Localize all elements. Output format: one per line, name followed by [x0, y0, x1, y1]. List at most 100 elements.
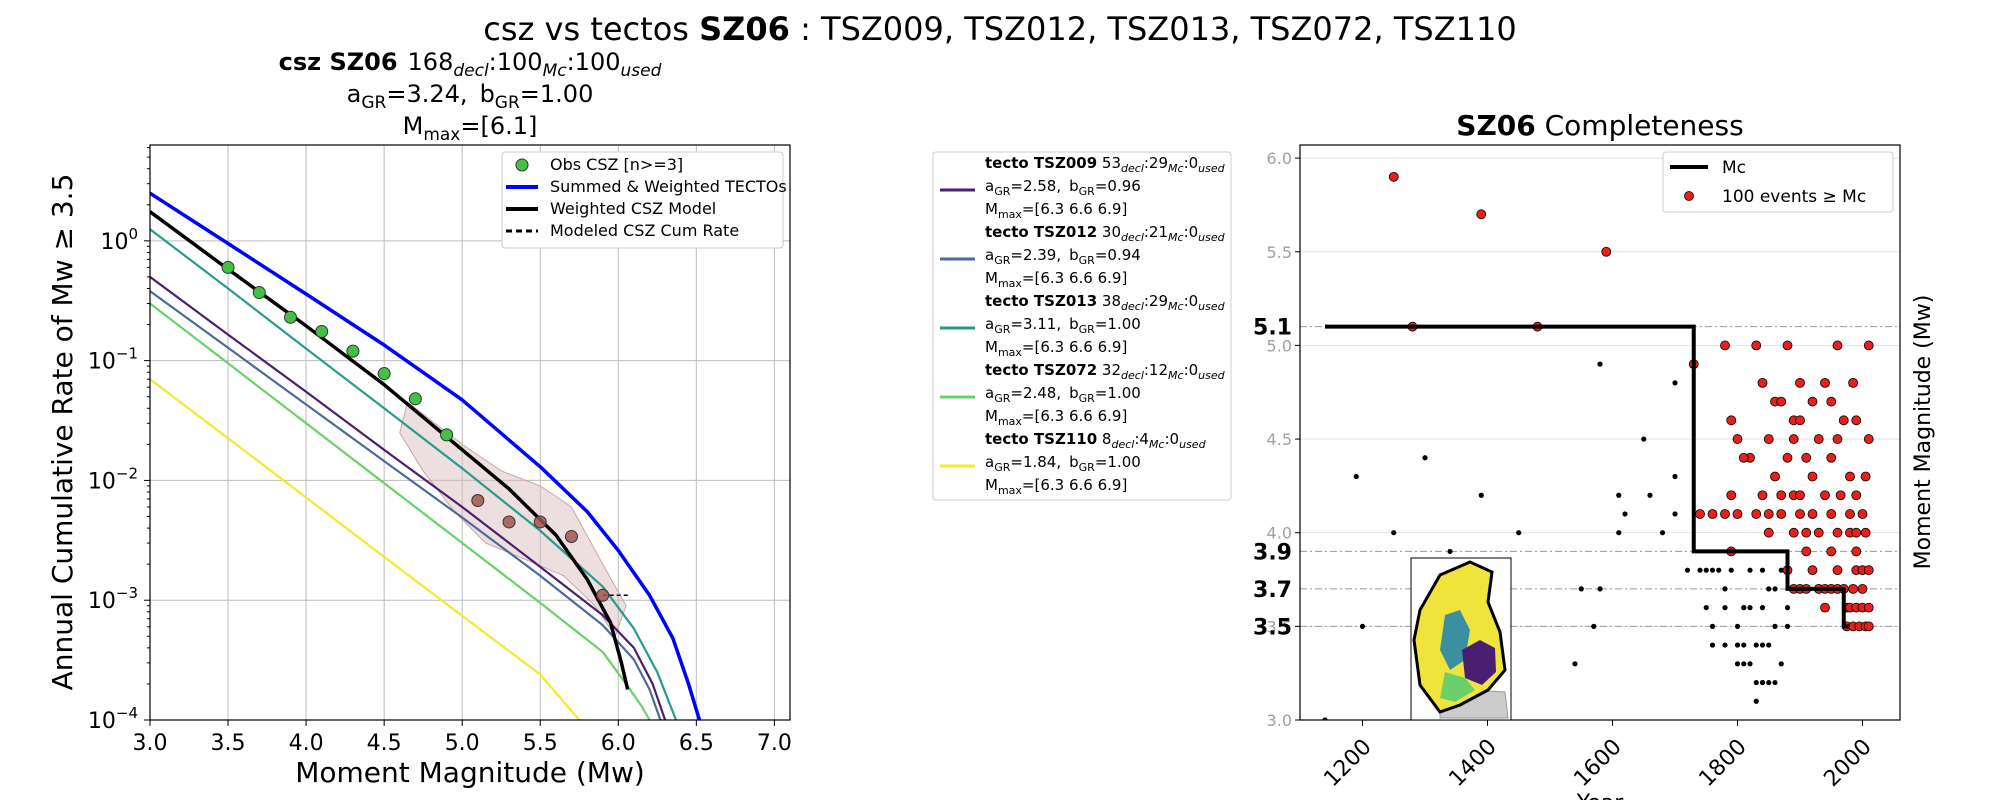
tecto-gr-part-0: a: [985, 246, 994, 264]
right-event-black-58: [1766, 586, 1772, 592]
tecto-header-part-2: decl: [1111, 438, 1134, 451]
tecto-gr-part-0: a: [985, 177, 994, 195]
bgr-value: =1.00: [520, 80, 594, 108]
tecto-gr-part-1: GR: [994, 461, 1011, 474]
right-event-black-59: [1747, 567, 1753, 573]
right-event-red-27: [1801, 452, 1812, 463]
tecto-gr-part-1: GR: [994, 254, 1011, 267]
suptitle-pre: csz vs tectos: [483, 10, 699, 48]
right-event-black-19: [1672, 511, 1678, 517]
tecto-gr-part-1: GR: [994, 392, 1011, 405]
right-event-red-25: [1763, 434, 1774, 444]
right-event-black-56: [1778, 567, 1784, 573]
right-event-red-58: [1857, 509, 1868, 519]
tecto-header-part-0: tecto TSZ009: [985, 154, 1097, 172]
right-event-black-43: [1753, 679, 1759, 686]
left-title-mid1: :100: [489, 48, 543, 76]
right-event-black-57: [1759, 567, 1766, 573]
right-xtick-label-2: 1600: [1569, 735, 1626, 792]
right-event-red-36: [1826, 452, 1837, 463]
tecto-gr-part-3: b: [1069, 315, 1079, 333]
right-event-black-32: [1734, 623, 1741, 629]
left-obs-point-4: [346, 344, 360, 358]
tecto-mmax-part-0: M: [985, 407, 998, 425]
tecto-gr-part-4: GR: [1079, 185, 1096, 198]
right-event-red-33: [1770, 471, 1780, 482]
left-series-tsz013: [150, 228, 678, 720]
right-event-black-25: [1709, 567, 1716, 573]
tecto-header-part-4: Mc: [1149, 438, 1165, 451]
right-event-red-47: [1695, 509, 1705, 519]
right-event-red-45: [1835, 490, 1846, 501]
tecto-gr-part-0: a: [985, 453, 994, 471]
right-event-red-86: [1857, 583, 1868, 594]
right-event-black-11: [1597, 586, 1603, 592]
left-obs-point-6: [408, 392, 422, 406]
left-series-csz_model: [150, 210, 630, 690]
tecto-gr-part-5: =1.00: [1095, 384, 1141, 402]
tecto-mmax-part-1: max: [998, 277, 1022, 290]
legend-red-label: 100 events ≥ Mc: [1722, 187, 1866, 207]
right-event-red-53: [1776, 509, 1787, 519]
tecto-header-part-3: :29: [1144, 292, 1168, 310]
tecto-gr-part-4: GR: [1079, 254, 1096, 267]
right-event-red-55: [1807, 509, 1818, 519]
left-ytick-exp-1: −1: [116, 345, 138, 363]
inset-region-teal: [1440, 610, 1470, 670]
right-event-red-54: [1795, 509, 1805, 519]
left-ytick-base-1: 10: [88, 350, 116, 375]
right-event-black-13: [1616, 492, 1622, 498]
right-event-red-2: [1601, 246, 1612, 257]
right-event-black-1: [1353, 473, 1359, 480]
tecto-mmax-part-1: max: [998, 346, 1022, 359]
right-event-black-7: [1516, 530, 1522, 536]
right-event-red-85: [1848, 583, 1859, 594]
right-event-red-48: [1707, 509, 1718, 519]
right-event-black-50: [1778, 661, 1784, 667]
tecto-gr-part-0: a: [985, 384, 994, 402]
left-ylabel: Annual Cumulative Rate of Mw ≥ 3.5: [46, 174, 79, 691]
left-panel: csz SZ06 168decl:100Mc:100used aGR=3.24, b…: [46, 48, 792, 789]
right-event-red-70: [1851, 546, 1862, 557]
tecto-gr-tsz009: aGR=2.58, bGR=0.96: [985, 177, 1141, 198]
left-xtick-label-0: 3.0: [133, 731, 168, 756]
tecto-header-part-4: Mc: [1168, 231, 1184, 244]
left-obs-point-12: [596, 588, 610, 602]
right-event-black-30: [1709, 623, 1716, 629]
tecto-gr-part-2: =3.11,: [1010, 315, 1061, 333]
left-xtick-label-6: 6.0: [601, 731, 636, 756]
mmax-sub: max: [423, 125, 460, 145]
right-event-black-16: [1641, 436, 1647, 442]
left-ytick-exp-2: −2: [116, 464, 138, 482]
right-event-black-51: [1747, 605, 1753, 611]
right-ytick-label-6: 6.0: [1267, 149, 1292, 168]
tecto-header-part-6: used: [1198, 162, 1225, 175]
bgr-sub: GR: [495, 93, 520, 113]
tecto-gr-tsz013: aGR=3.11, bGR=1.00: [985, 315, 1141, 336]
right-event-black-60: [1784, 623, 1791, 629]
tecto-header-part-6: used: [1198, 231, 1225, 244]
tecto-mmax-part-2: =[6.3 6.6 6.9]: [1022, 476, 1127, 494]
right-event-black-15: [1622, 511, 1628, 517]
right-event-red-38: [1860, 471, 1871, 482]
right-mc-step-line: [1325, 324, 1850, 629]
right-event-black-54: [1784, 605, 1791, 611]
tecto-header-part-5: :0: [1184, 292, 1199, 310]
tecto-header-part-5: :0: [1184, 223, 1199, 241]
right-xlabel: Year: [1576, 791, 1625, 800]
right-event-red-62: [1813, 527, 1824, 538]
tecto-header-part-3: :29: [1144, 154, 1168, 172]
left-ticks: 3.0 3.5 4.0 4.5 5.0 5.5 6.0 6.5 7.010010−110−210…: [88, 147, 792, 756]
tecto-gr-part-5: =0.96: [1095, 177, 1141, 195]
tecto-header-part-0: tecto TSZ013: [985, 292, 1097, 310]
right-event-red-66: [1860, 527, 1871, 538]
right-event-red-1: [1476, 209, 1487, 220]
right-event-black-2: [1359, 623, 1366, 629]
right-event-red-0: [1388, 171, 1399, 182]
right-xtick-label-1: 1400: [1444, 735, 1501, 792]
tecto-gr-part-1: GR: [994, 323, 1011, 336]
left-xtick-label-7: 6.5: [679, 731, 714, 756]
right-mc-label-2: 3.7: [1253, 578, 1292, 603]
left-title-line2: aGR=3.24, bGR=1.00: [347, 80, 594, 113]
